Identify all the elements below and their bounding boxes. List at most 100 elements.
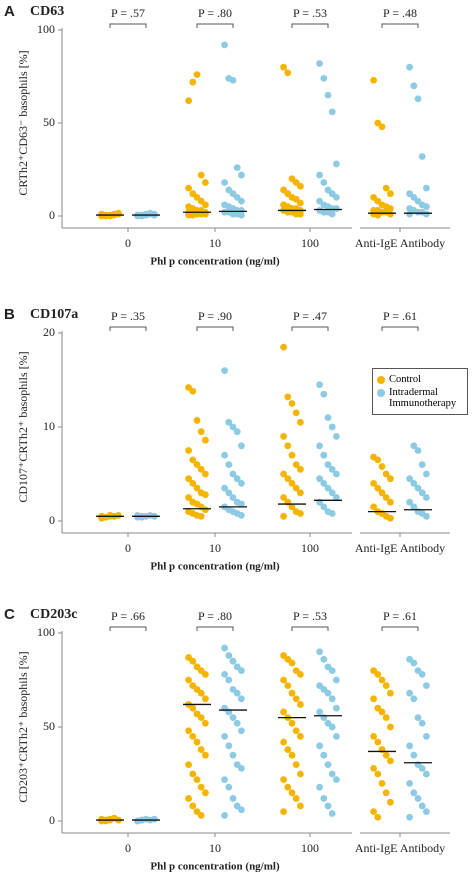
data-point — [297, 770, 304, 778]
data-point — [410, 442, 418, 450]
data-point — [202, 470, 209, 478]
data-point — [185, 676, 193, 684]
data-point — [382, 751, 390, 759]
data-point — [189, 456, 197, 464]
data-point — [374, 770, 382, 778]
legend-entry: Control — [377, 374, 463, 385]
data-point — [193, 738, 201, 746]
data-point — [423, 470, 430, 478]
data-point — [284, 69, 292, 77]
data-point — [406, 63, 413, 71]
data-point — [328, 810, 336, 817]
data-point — [284, 783, 292, 791]
data-point — [280, 343, 287, 351]
data-point — [423, 494, 430, 501]
data-point — [328, 667, 336, 674]
data-point — [225, 418, 233, 426]
data-point — [320, 390, 328, 398]
data-point — [418, 489, 426, 497]
data-point — [320, 503, 328, 511]
data-point — [333, 733, 340, 740]
data-point — [378, 463, 386, 470]
data-point — [202, 179, 209, 186]
data-point — [238, 727, 245, 735]
data-point — [288, 689, 296, 697]
data-point — [406, 475, 413, 483]
data-point — [202, 491, 209, 499]
data-point — [406, 498, 413, 506]
data-point — [378, 123, 386, 131]
data-point — [151, 815, 158, 823]
data-point — [202, 436, 209, 444]
x-tick-label: 100 — [301, 841, 319, 855]
data-point — [328, 210, 336, 218]
data-point — [225, 461, 233, 468]
data-point — [297, 489, 304, 497]
data-point — [378, 676, 386, 684]
bracket — [291, 23, 329, 28]
data-point — [297, 418, 304, 426]
data-point — [292, 761, 300, 768]
p-value: P = .66 — [111, 609, 145, 623]
data-point — [185, 727, 193, 735]
data-point — [238, 764, 245, 772]
bracket — [196, 626, 234, 631]
data-point — [297, 510, 304, 517]
data-point — [189, 733, 197, 740]
data-point — [238, 442, 245, 450]
data-point — [292, 484, 300, 492]
data-point — [225, 652, 233, 659]
data-point — [382, 184, 390, 192]
data-point — [324, 802, 332, 810]
data-point — [316, 381, 323, 389]
data-point — [202, 789, 209, 797]
data-point — [288, 400, 296, 407]
data-point — [370, 808, 377, 815]
data-point — [320, 179, 328, 186]
data-point — [221, 484, 229, 492]
data-point — [333, 433, 340, 440]
data-point — [280, 738, 287, 746]
data-point — [324, 761, 332, 768]
data-point — [418, 670, 426, 678]
data-point — [320, 480, 328, 487]
data-point — [406, 742, 413, 750]
data-point — [328, 423, 336, 431]
data-point — [320, 451, 328, 459]
data-point — [229, 751, 237, 759]
data-point — [423, 808, 430, 815]
data-point — [387, 798, 394, 806]
legend-label: Intradermal Immunotherapy — [389, 387, 457, 409]
legend-swatch — [377, 389, 385, 397]
bracket — [109, 23, 147, 28]
data-point — [414, 447, 422, 454]
data-point — [378, 489, 386, 497]
data-point — [316, 475, 323, 483]
x-tick-label: Anti-IgE Antibody — [355, 841, 445, 855]
data-point — [185, 184, 193, 192]
data-point — [387, 498, 394, 506]
data-point — [189, 704, 197, 712]
data-point — [238, 511, 245, 519]
panel-title: CD107a — [30, 307, 78, 322]
data-point — [297, 670, 304, 678]
data-point — [197, 714, 205, 721]
bracket — [381, 326, 419, 331]
data-point — [288, 503, 296, 511]
data-point — [189, 770, 197, 778]
data-point — [410, 82, 418, 90]
data-point — [193, 776, 201, 784]
data-point — [185, 475, 193, 483]
data-point — [229, 76, 237, 84]
data-point — [316, 60, 323, 67]
data-point — [189, 211, 197, 219]
data-point — [316, 648, 323, 656]
data-point — [410, 503, 418, 511]
data-point — [328, 489, 336, 497]
data-point — [382, 470, 390, 478]
data-point — [221, 670, 229, 678]
data-point — [333, 160, 340, 168]
x-tick-label: 0 — [125, 841, 131, 855]
data-point — [328, 465, 336, 473]
p-value: P = .48 — [383, 6, 417, 20]
